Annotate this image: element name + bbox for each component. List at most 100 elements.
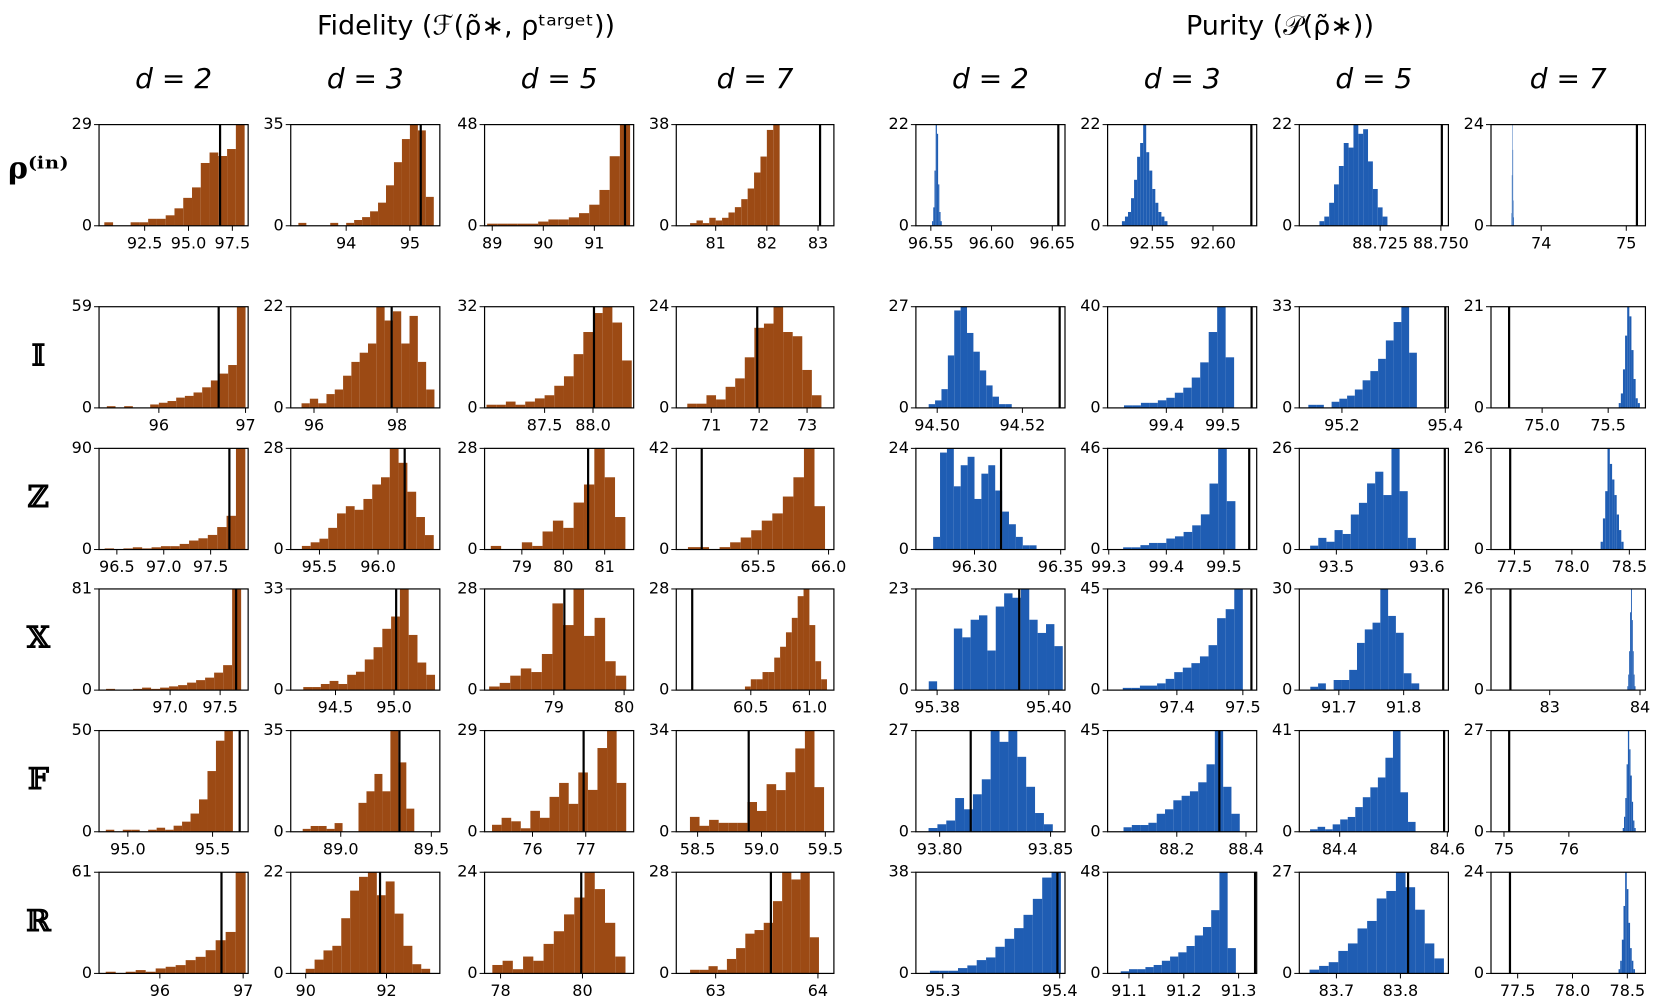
bar (1004, 938, 1015, 974)
x-tick-label: 83 (808, 233, 828, 252)
row-label: ℝ (26, 904, 52, 939)
bar (1377, 777, 1386, 832)
x-tick-label: 63 (705, 981, 725, 1000)
y-tick-label: 35 (263, 720, 283, 739)
x-tick-label: 95.2 (1324, 415, 1360, 434)
x-tick-label: 72 (749, 415, 769, 434)
bar (1388, 615, 1396, 691)
bar (1625, 798, 1627, 832)
bar (489, 686, 500, 691)
histogram-panel: 79 80 0 28 (457, 578, 634, 716)
x-tick-label: 58.5 (680, 839, 716, 858)
bar (490, 545, 502, 550)
bar (227, 149, 236, 226)
x-tick-label: 77 (576, 839, 596, 858)
bar (708, 966, 718, 974)
bar (1152, 188, 1156, 226)
y-tick-label: 29 (457, 720, 477, 739)
bar (992, 396, 999, 408)
x-tick-label: 91.3 (1221, 981, 1257, 1000)
bar (176, 397, 185, 408)
y-tick-label: 34 (649, 720, 669, 739)
bar (492, 824, 502, 832)
bar (392, 311, 402, 408)
y-tick-label: 0 (274, 680, 284, 699)
bar (385, 881, 395, 974)
group-title: Fidelity (ℱ(ρ̃∗, ρᵗᵃʳᵍᵉᵗ)) (317, 11, 615, 42)
bar (1157, 683, 1166, 691)
bar (1319, 965, 1329, 974)
bar (754, 327, 764, 408)
histogram-panel: 96.55 96.60 96.65 0 22 (889, 114, 1076, 252)
bar (416, 517, 425, 550)
bar (298, 222, 307, 226)
axes-frame (98, 124, 249, 227)
y-tick-label: 35 (263, 114, 283, 133)
axes-frame (915, 306, 1066, 409)
bar (1391, 448, 1400, 550)
x-tick-label: 75 (1616, 233, 1636, 252)
bar (122, 829, 132, 832)
bar (210, 380, 220, 408)
bar (563, 527, 574, 550)
bar (364, 659, 374, 691)
column-title: d = 2 (135, 62, 212, 95)
y-tick-label: 61 (72, 862, 92, 881)
y-tick-label: 33 (1272, 296, 1292, 315)
bar (1347, 395, 1355, 408)
bar (1607, 448, 1610, 550)
x-tick-label: 78.0 (1554, 557, 1590, 576)
bar (359, 352, 368, 408)
y-tick-label: 0 (1090, 963, 1100, 982)
row-label: ℤ (27, 480, 49, 515)
bar (928, 828, 938, 832)
row-label: 𝔽 (28, 762, 50, 797)
bar (1161, 960, 1171, 974)
x-tick-label: 96 (304, 415, 324, 434)
bar (1627, 730, 1630, 832)
bar (370, 211, 379, 226)
bar (696, 403, 707, 408)
bar (780, 646, 786, 691)
histogram-panel: 87.5 88.0 0 32 (457, 296, 635, 434)
bar (359, 876, 368, 974)
bar (782, 872, 792, 974)
bar (1318, 537, 1327, 550)
bar (1208, 332, 1218, 408)
bar (973, 351, 980, 408)
bar (563, 376, 574, 408)
y-tick-label: 0 (1282, 397, 1292, 416)
y-tick-label: 0 (274, 821, 284, 840)
y-tick-label: 22 (263, 862, 283, 881)
bar (744, 357, 755, 408)
axes-frame (1490, 306, 1647, 409)
row-label: ρ⁽ⁱⁿ⁾ (8, 151, 69, 186)
bar (376, 895, 386, 974)
x-tick-label: 92 (376, 981, 396, 1000)
bar (756, 679, 763, 691)
bar (584, 635, 595, 691)
bar (332, 945, 342, 974)
bar (1123, 547, 1132, 550)
x-tick-label: 88.4 (1228, 839, 1264, 858)
bar (772, 901, 783, 974)
y-tick-label: 28 (263, 438, 283, 457)
bar (530, 810, 540, 832)
bar (1631, 350, 1634, 408)
bar (730, 542, 741, 550)
bar (772, 513, 783, 550)
y-tick-label: 0 (659, 539, 669, 558)
bar (1316, 404, 1324, 408)
bar (791, 617, 798, 691)
bar (199, 799, 208, 832)
bar (1186, 946, 1195, 974)
bar (1370, 371, 1379, 408)
bar (105, 971, 116, 974)
y-tick-label: 0 (899, 821, 909, 840)
y-tick-label: 28 (457, 438, 477, 457)
bar (609, 156, 620, 226)
bar (223, 665, 233, 691)
bar (1140, 545, 1150, 550)
bar (605, 661, 616, 691)
y-tick-label: 0 (659, 821, 669, 840)
